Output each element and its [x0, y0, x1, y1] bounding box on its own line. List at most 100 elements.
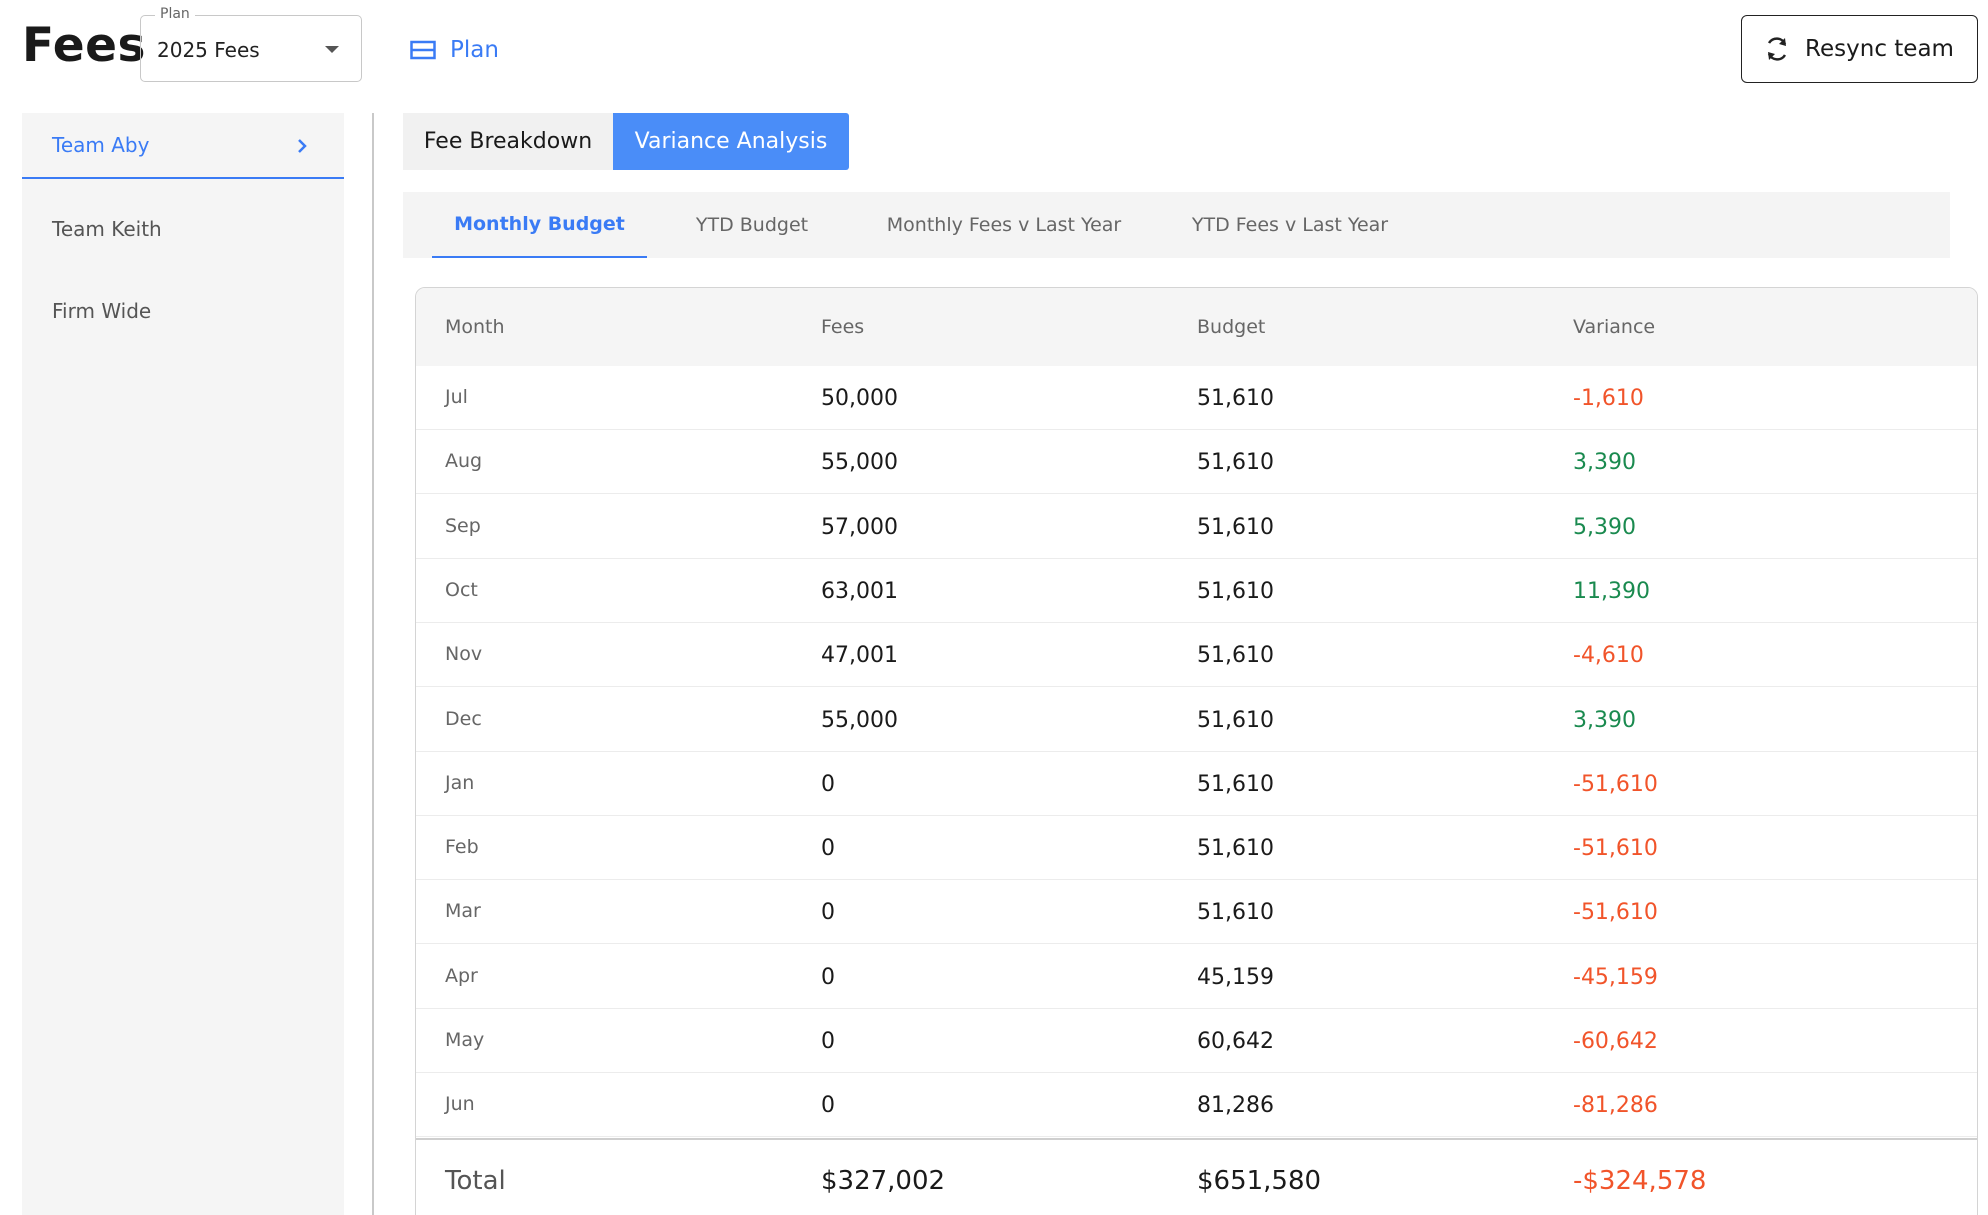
tab-monthly-fees-v-last-year[interactable]: Monthly Fees v Last Year — [886, 214, 1122, 236]
variance-cell: 3,390 — [1573, 450, 1636, 476]
sidebar-item-firm-wide[interactable]: Firm Wide — [22, 278, 344, 344]
budget-cell: 51,610 — [1197, 836, 1274, 862]
total-fees: $327,002 — [821, 1166, 946, 1196]
table-header: Month Fees Budget Variance — [416, 288, 1977, 366]
fees-cell: 47,001 — [821, 643, 898, 669]
column-header-month: Month — [445, 316, 505, 338]
fees-cell: 57,000 — [821, 514, 898, 540]
total-label: Total — [445, 1166, 506, 1196]
variance-cell: -51,610 — [1573, 771, 1658, 797]
month-cell: Sep — [445, 514, 481, 537]
sidebar-item-label: Team Keith — [52, 217, 162, 241]
sidebar-item-team-aby[interactable]: Team Aby — [22, 113, 344, 179]
month-cell: Apr — [445, 964, 478, 987]
month-cell: Jan — [445, 771, 475, 794]
month-cell: Feb — [445, 836, 479, 859]
variance-cell: 5,390 — [1573, 514, 1636, 540]
budget-cell: 51,610 — [1197, 643, 1274, 669]
table-row: Apr 0 45,159 -45,159 — [416, 945, 1977, 1009]
sidebar-item-label: Firm Wide — [52, 299, 152, 323]
month-cell: Oct — [445, 578, 478, 601]
view-toggle: Fee Breakdown Variance Analysis — [403, 113, 849, 170]
fees-cell: 0 — [821, 1093, 835, 1119]
budget-cell: 51,610 — [1197, 771, 1274, 797]
top-bar: Fees Plan 2025 Fees Plan Resync team — [0, 0, 1988, 100]
budget-cell: 51,610 — [1197, 450, 1274, 476]
fees-cell: 0 — [821, 900, 835, 926]
fees-cell: 55,000 — [821, 707, 898, 733]
table-row: Feb 0 51,610 -51,610 — [416, 816, 1977, 881]
budget-cell: 81,286 — [1197, 1093, 1274, 1119]
month-cell: May — [445, 1029, 485, 1051]
column-header-budget: Budget — [1197, 316, 1266, 338]
sync-icon — [1767, 37, 1787, 61]
fee-breakdown-button[interactable]: Fee Breakdown — [403, 113, 613, 170]
month-cell: Jun — [445, 1093, 475, 1116]
table-row: May 0 60,642 -60,642 — [416, 1009, 1977, 1073]
budget-cell: 51,610 — [1197, 578, 1274, 604]
table-row: Aug 55,000 51,610 3,390 — [416, 430, 1977, 495]
budget-cell: 45,159 — [1197, 964, 1274, 990]
plan-select[interactable]: Plan 2025 Fees — [140, 6, 362, 82]
variance-cell: -1,610 — [1573, 386, 1644, 411]
sidebar: Team Aby Team Keith Firm Wide — [22, 113, 344, 1215]
variance-cell: -51,610 — [1573, 836, 1658, 862]
budget-cell: 51,610 — [1197, 900, 1274, 926]
table-row: Jan 0 51,610 -51,610 — [416, 752, 1977, 816]
plan-link[interactable]: Plan — [410, 34, 499, 66]
total-variance: -$324,578 — [1573, 1166, 1707, 1196]
table-row: Sep 57,000 51,610 5,390 — [416, 495, 1977, 559]
total-budget: $651,580 — [1197, 1166, 1322, 1196]
budget-cell: 51,610 — [1197, 386, 1274, 411]
budget-cell: 51,610 — [1197, 514, 1274, 540]
tab-monthly-budget[interactable]: Monthly Budget — [432, 192, 647, 258]
variance-cell: -60,642 — [1573, 1029, 1658, 1054]
variance-cell: 3,390 — [1573, 707, 1636, 733]
tab-ytd-budget[interactable]: YTD Budget — [695, 214, 809, 236]
table-row: Nov 47,001 51,610 -4,610 — [416, 623, 1977, 688]
tab-ytd-fees-v-last-year[interactable]: YTD Fees v Last Year — [1191, 214, 1389, 236]
subtab-bar: Monthly Budget YTD Budget Monthly Fees v… — [403, 192, 1950, 258]
column-header-fees: Fees — [821, 316, 865, 338]
fees-cell: 55,000 — [821, 450, 898, 476]
variance-cell: 11,390 — [1573, 578, 1650, 604]
vertical-divider — [372, 113, 374, 1215]
column-header-variance: Variance — [1573, 316, 1656, 338]
chevron-right-icon — [298, 139, 307, 153]
total-row: Total $327,002 $651,580 -$324,578 — [416, 1138, 1977, 1215]
sidebar-item-label: Team Aby — [52, 133, 150, 157]
variance-table: Month Fees Budget Variance Jul 50,000 51,6… — [415, 287, 1978, 1215]
caret-down-icon — [325, 46, 339, 53]
budget-cell: 51,610 — [1197, 707, 1274, 733]
month-cell: Jul — [445, 386, 468, 408]
table-row: Jul 50,000 51,610 -1,610 — [416, 366, 1977, 430]
month-cell: Aug — [445, 450, 483, 473]
resync-team-button[interactable]: Resync team — [1741, 15, 1978, 83]
table-row: Mar 0 51,610 -51,610 — [416, 880, 1977, 945]
variance-cell: -45,159 — [1573, 964, 1658, 990]
variance-cell: -51,610 — [1573, 900, 1658, 926]
table-row: Oct 63,001 51,610 11,390 — [416, 559, 1977, 623]
budget-cell: 60,642 — [1197, 1029, 1274, 1054]
plan-icon — [410, 40, 436, 60]
table-row: Dec 55,000 51,610 3,390 — [416, 688, 1977, 752]
plan-link-label: Plan — [450, 37, 499, 63]
fees-cell: 63,001 — [821, 578, 898, 604]
variance-analysis-button[interactable]: Variance Analysis — [613, 113, 849, 170]
plan-select-label: Plan — [155, 6, 195, 22]
fees-cell: 0 — [821, 1029, 835, 1054]
month-cell: Dec — [445, 707, 482, 730]
resync-team-label: Resync team — [1805, 36, 1954, 62]
variance-cell: -81,286 — [1573, 1093, 1658, 1119]
fees-cell: 0 — [821, 771, 835, 797]
month-cell: Nov — [445, 643, 483, 666]
fees-cell: 50,000 — [821, 386, 898, 411]
plan-select-value: 2025 Fees — [157, 38, 260, 62]
page-title: Fees — [22, 18, 146, 73]
month-cell: Mar — [445, 900, 481, 923]
fees-cell: 0 — [821, 836, 835, 862]
table-row: Jun 0 81,286 -81,286 — [416, 1073, 1977, 1138]
fees-cell: 0 — [821, 964, 835, 990]
variance-cell: -4,610 — [1573, 643, 1644, 669]
sidebar-item-team-keith[interactable]: Team Keith — [22, 196, 344, 262]
